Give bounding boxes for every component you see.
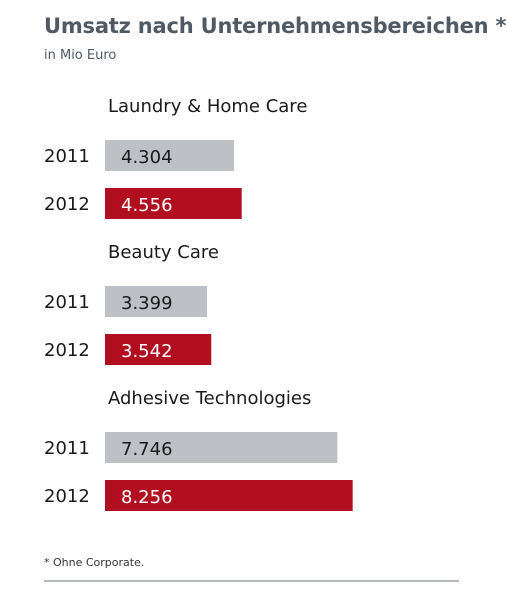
bar-chart: Laundry & Home Care 2011 4.304 2012 4.556 Bea… — [44, 96, 353, 511]
value-label: 3.542 — [121, 341, 173, 362]
bar-2012 — [105, 334, 212, 365]
bar-2012 — [105, 480, 353, 511]
value-label: 8.256 — [121, 487, 173, 508]
category-label: Laundry & Home Care — [108, 96, 307, 117]
value-label: 3.399 — [121, 293, 173, 314]
value-label: 4.304 — [121, 147, 173, 168]
bar-2012 — [105, 188, 242, 219]
year-label: 2011 — [44, 438, 90, 459]
year-label: 2012 — [44, 194, 90, 215]
year-label: 2012 — [44, 486, 90, 507]
value-label: 7.746 — [121, 439, 173, 460]
bar-2011 — [105, 432, 338, 463]
category-label: Beauty Care — [108, 242, 219, 263]
bottom-divider — [44, 580, 459, 582]
bar-2011 — [105, 286, 207, 317]
year-label: 2012 — [44, 340, 90, 361]
footnote: * Ohne Corporate. — [44, 556, 145, 569]
year-label: 2011 — [44, 292, 90, 313]
category-label: Adhesive Technologies — [108, 388, 311, 409]
value-label: 4.556 — [121, 195, 173, 216]
bar-2011 — [105, 140, 235, 171]
year-label: 2011 — [44, 146, 90, 167]
chart-title: Umsatz nach Unternehmensbereichen * — [44, 14, 507, 38]
chart-subtitle: in Mio Euro — [44, 48, 117, 63]
